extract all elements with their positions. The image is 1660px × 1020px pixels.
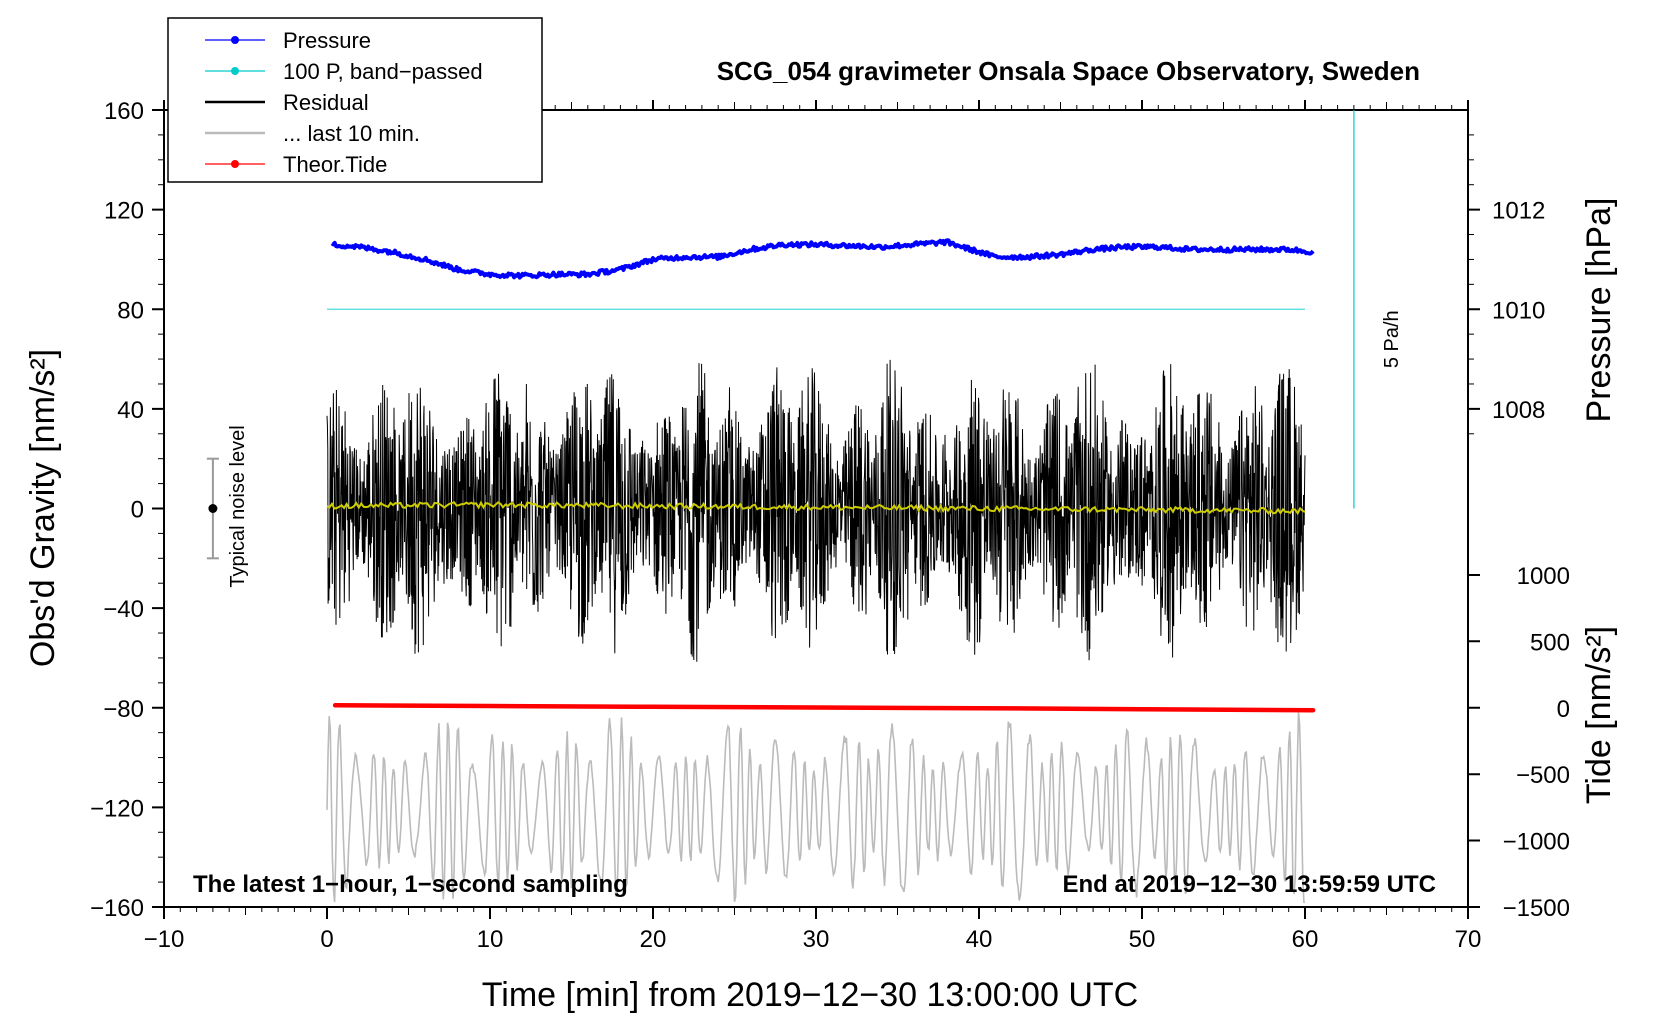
- x-tick-label: −10: [144, 926, 185, 953]
- y-tick-label: 40: [117, 397, 144, 424]
- y-tick-label: −120: [90, 795, 144, 822]
- legend-marker: [231, 67, 239, 75]
- tide-tick-label: −500: [1516, 762, 1570, 789]
- x-tick-label: 20: [640, 926, 667, 953]
- y-tick-label: −80: [103, 696, 144, 723]
- pressure-tick-label: 1012: [1492, 198, 1545, 225]
- y-axis-title-left: Obs'd Gravity [nm/s²]: [24, 349, 62, 667]
- legend-label: Theor.Tide: [283, 152, 387, 177]
- residual-series: [326, 359, 1306, 662]
- y-axis-title-pressure: Pressure [hPa]: [1580, 198, 1618, 423]
- rate-marker-label: 5 Pa/h: [1381, 310, 1403, 368]
- tide-line: [332, 703, 1316, 713]
- annotation-end-time: End at 2019−12−30 13:59:59 UTC: [1062, 871, 1436, 898]
- y-tick-label: 160: [104, 98, 144, 125]
- legend-label: 100 P, band−passed: [283, 59, 483, 84]
- tide-tick-label: −1000: [1503, 829, 1570, 856]
- residual-mean-series: [326, 500, 1306, 516]
- y-axis-tide: 1000 500 0 −500 −1000 −1500: [1468, 563, 1570, 922]
- pressure-line: [330, 238, 1315, 280]
- x-tick-label: 30: [803, 926, 830, 953]
- rate-marker: 5 Pa/h: [1353, 110, 1403, 509]
- chart-title: SCG_054 gravimeter Onsala Space Observat…: [717, 56, 1420, 86]
- last-10-min-series: [326, 712, 1306, 904]
- tide-tick-label: 500: [1530, 629, 1570, 656]
- x-axis-title: Time [min] from 2019−12−30 13:00:00 UTC: [482, 976, 1138, 1014]
- tide-tick-label: 1000: [1517, 563, 1570, 590]
- legend: Pressure 100 P, band−passed Residual ... la…: [167, 17, 543, 183]
- y-tick-label: −160: [90, 895, 144, 922]
- theoretical-tide-series: [332, 703, 1316, 713]
- x-tick-label: 70: [1455, 926, 1482, 953]
- noise-level-dot: [208, 504, 218, 513]
- noise-level-label: Typical noise level: [227, 425, 249, 587]
- x-axis: −10 0 10 20 30 40 50 60 70: [144, 100, 1482, 953]
- y-tick-label: 0: [131, 497, 144, 524]
- pressure-series: [330, 238, 1315, 280]
- y-tick-label: 120: [104, 198, 144, 225]
- legend-box: [167, 17, 543, 183]
- y-axis-left: 160 120 80 40 0 −40 −80 −120 −160: [90, 98, 164, 922]
- last-10-min-line: [326, 712, 1306, 904]
- y-axis-title-tide: Tide [nm/s²]: [1580, 626, 1618, 804]
- annotation-sampling: The latest 1−hour, 1−second sampling: [193, 871, 628, 898]
- legend-label: ... last 10 min.: [283, 121, 420, 146]
- residual-line: [326, 359, 1306, 662]
- x-tick-label: 10: [477, 926, 504, 953]
- pressure-tick-label: 1010: [1492, 297, 1545, 324]
- x-tick-label: 40: [966, 926, 993, 953]
- y-tick-label: −40: [103, 596, 144, 623]
- noise-level-marker: Typical noise level: [206, 425, 249, 588]
- y-axis-pressure: 1012 1010 1008: [1468, 134, 1545, 435]
- legend-marker: [231, 36, 239, 44]
- y-tick-label: 80: [117, 297, 144, 324]
- x-tick-label: 50: [1129, 926, 1156, 953]
- x-tick-label: 0: [320, 926, 333, 953]
- tide-tick-label: 0: [1557, 696, 1570, 723]
- tide-tick-label: −1500: [1503, 895, 1570, 922]
- legend-label: Residual: [283, 90, 369, 115]
- x-tick-label: 60: [1292, 926, 1319, 953]
- legend-marker: [231, 160, 239, 168]
- pressure-tick-label: 1008: [1492, 397, 1545, 424]
- legend-label: Pressure: [283, 28, 371, 53]
- residual-mean-line: [326, 500, 1306, 516]
